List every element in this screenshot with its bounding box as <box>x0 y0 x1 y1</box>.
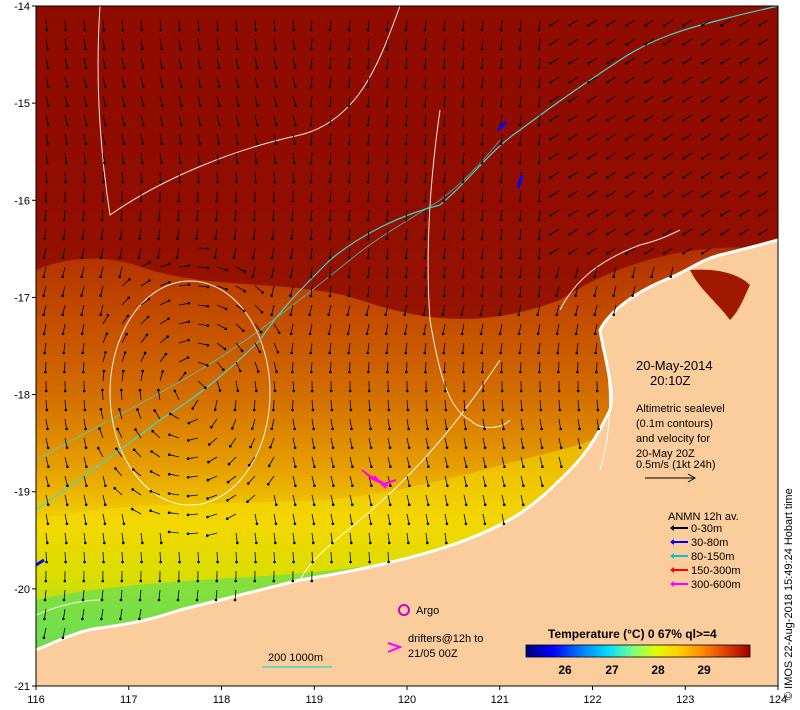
legend-title: ANMN 12h av. <box>668 511 739 523</box>
legend-label: 30-80m <box>691 537 728 549</box>
x-tick-label: 118 <box>213 694 231 706</box>
info-time: 20:10Z <box>650 373 691 388</box>
info-date: 20-May-2014 <box>636 358 713 373</box>
y-tick-label: -21 <box>14 681 30 693</box>
colorbar-tick-label: 27 <box>605 663 619 677</box>
legend-label: 0-30m <box>691 523 722 535</box>
x-tick-label: 124 <box>769 694 787 706</box>
colorbar-tick-label: 26 <box>558 663 572 677</box>
x-tick-label: 119 <box>305 694 323 706</box>
depth-scale-label: 200 1000m <box>268 652 323 664</box>
coastline <box>36 238 778 652</box>
drifters-label-line-1: drifters@12h to <box>408 633 483 645</box>
colorbar-ticks: 26 27 28 29 <box>558 663 711 677</box>
y-tick-label: -19 <box>14 487 30 499</box>
legend-label: 150-300m <box>691 565 741 577</box>
drifter-symbol-icon <box>387 642 403 653</box>
info-desc-line-5: 0.5m/s (1kt 24h) <box>636 459 715 471</box>
colorbar <box>525 644 751 658</box>
info-desc-line-3: and velocity for <box>636 433 710 445</box>
info-desc-line-2: (0.1m contours) <box>636 418 713 430</box>
velocity-arrows <box>42 19 769 640</box>
isobath-200m <box>36 6 778 511</box>
sealevel-contours <box>36 6 681 616</box>
x-tick-label: 116 <box>27 694 45 706</box>
king-sound-inlet <box>690 269 750 320</box>
y-tick-label: -17 <box>14 292 30 304</box>
y-tick-label: -18 <box>14 390 30 402</box>
y-tick-label: -15 <box>14 98 30 110</box>
argo-label: Argo <box>416 605 439 617</box>
legend-label: 80-150m <box>691 551 734 563</box>
x-tick-label: 122 <box>583 694 601 706</box>
drifter-tracks <box>361 469 397 489</box>
colorbar-title: Temperature (°C) 0 67% ql>=4 <box>548 627 717 641</box>
argo-marker-icon <box>398 604 410 616</box>
y-tick-label: -14 <box>14 1 30 13</box>
legend: 0-30m 30-80m 80-150m 150-300m 300-600m <box>670 523 741 591</box>
colorbar-tick-label: 29 <box>697 663 711 677</box>
y-tick-label: -16 <box>14 195 30 207</box>
drifters-label-line-2: 21/05 00Z <box>408 648 458 660</box>
land-mass <box>36 240 778 686</box>
x-tick-label: 117 <box>120 694 138 706</box>
info-desc-line-1: Altimetric sealevel <box>636 403 725 415</box>
velocity-scale-arrow <box>645 473 697 483</box>
y-axis-ticks: -14 -15 -16 -17 -18 -19 -20 -21 <box>14 1 36 693</box>
credit-text: © IMOS 22-Aug-2018 15:49:24 Hobart time <box>783 488 795 700</box>
x-tick-label: 120 <box>398 694 416 706</box>
isobath-1000m <box>36 139 501 461</box>
x-tick-label: 121 <box>491 694 509 706</box>
colorbar-tick-label: 28 <box>651 663 665 677</box>
info-desc-line-4: 20-May 20Z <box>636 448 695 460</box>
mooring-markers <box>36 120 524 567</box>
x-axis-ticks: 116 117 118 119 120 121 122 123 124 <box>27 686 787 706</box>
y-tick-label: -20 <box>14 584 30 596</box>
x-tick-label: 123 <box>676 694 694 706</box>
legend-label: 300-600m <box>691 579 741 591</box>
